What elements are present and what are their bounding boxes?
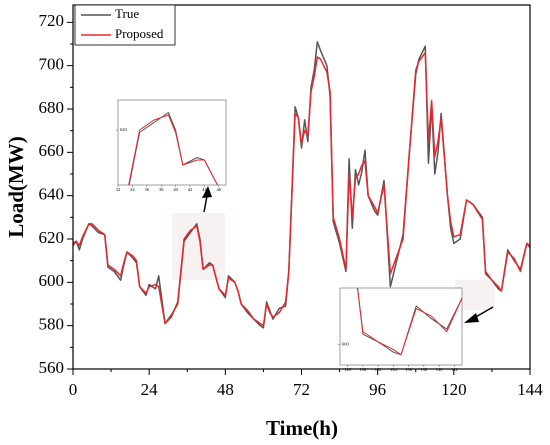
- inset-x-tick-label: 130: [360, 367, 368, 372]
- inset-x-tick-label: 32: [116, 187, 121, 192]
- x-tick-label: 72: [293, 380, 310, 399]
- plot-frame: [72, 4, 531, 370]
- inset-x-tick-label: 134: [390, 367, 398, 372]
- legend-label: Proposed: [115, 26, 164, 41]
- y-tick-label: 720: [39, 11, 65, 30]
- x-tick-label: 144: [517, 380, 543, 399]
- legend-label: True: [115, 6, 139, 21]
- y-tick-label: 640: [39, 185, 65, 204]
- inset-x-tick-label: 42: [188, 187, 193, 192]
- arrow: [203, 195, 208, 213]
- inset-y-tick-label: 600: [342, 341, 350, 346]
- lines: [72, 41, 531, 329]
- arrow-head: [202, 186, 212, 198]
- inset-x-tick-label: 36: [145, 187, 150, 192]
- inset: 128 130 132 134 136 138 140 142 600: [338, 287, 463, 372]
- inset-x-tick-label: 140: [436, 367, 444, 372]
- y-tick-label: 680: [39, 98, 65, 117]
- x-tick-label: 96: [369, 380, 386, 399]
- arrow-head: [464, 313, 479, 323]
- insets: 32 34 36 38 40 42 44 46 620 128 130 132 134 136 138 140…: [116, 99, 463, 372]
- inset-x-tick-label: 40: [173, 187, 178, 192]
- y-axis-label: Load(MW): [4, 136, 28, 238]
- inset-x-tick-label: 128: [344, 367, 352, 372]
- inset-x-tick-label: 44: [202, 187, 207, 192]
- inset-x-tick-label: 46: [217, 187, 222, 192]
- inset-y-tick-label: 620: [120, 127, 128, 132]
- zoom-region: [172, 213, 225, 280]
- y-tick-label: 660: [39, 141, 65, 160]
- x-tick-label: 120: [441, 380, 467, 399]
- x-tick-label: 0: [69, 380, 78, 399]
- plot: 560 580 600 620 640 660 680 700 720 0 24 48 72 96 120 1…: [39, 11, 544, 399]
- x-axis-label: Time(h): [266, 416, 338, 440]
- inset-x-tick-label: 38: [159, 187, 164, 192]
- legend-box: [74, 4, 176, 46]
- inset-background: [117, 99, 227, 186]
- y-tick-label: 580: [39, 315, 65, 334]
- arrow: [473, 306, 494, 319]
- y-tick-label: 600: [39, 271, 65, 290]
- y-tick-label: 560: [39, 358, 65, 377]
- inset-x-tick-label: 34: [130, 187, 135, 192]
- x-tick-label: 24: [141, 380, 159, 399]
- inset-x-tick-label: 142: [451, 367, 458, 372]
- series-line: [72, 51, 531, 327]
- legend: True Proposed: [74, 4, 176, 46]
- inset-x-tick-label: 138: [421, 367, 429, 372]
- inset-x-tick-label: 132: [375, 367, 382, 372]
- y-tick-label: 620: [39, 228, 65, 247]
- x-tick-label: 48: [217, 380, 234, 399]
- inset: 32 34 36 38 40 42 44 46 620: [116, 99, 227, 192]
- inset-x-tick-label: 136: [405, 367, 413, 372]
- arrows: [202, 186, 494, 323]
- y-tick-label: 700: [39, 55, 65, 74]
